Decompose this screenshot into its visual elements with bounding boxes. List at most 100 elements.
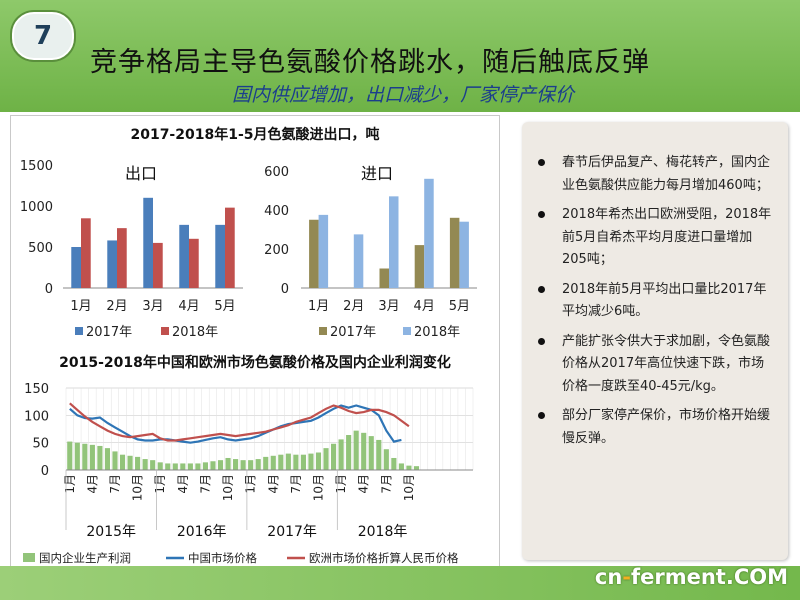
slide-number: 7 bbox=[33, 21, 53, 51]
chart1-bar bbox=[117, 228, 127, 288]
chart3-legend-label: 国内企业生产利润 bbox=[39, 551, 131, 565]
chart3-profit-bar bbox=[293, 454, 299, 470]
chart3-month-label: 4月 bbox=[357, 474, 371, 494]
chart2-bar bbox=[449, 217, 460, 288]
chart3-profit-bar bbox=[217, 460, 224, 470]
slide-subtitle: 国内供应增加，出口减少，厂家停产保价 bbox=[232, 84, 575, 106]
chart1-annotation: 出口 bbox=[125, 164, 157, 183]
chart3-legend-swatch bbox=[23, 553, 35, 562]
brand-part: cn bbox=[594, 565, 623, 589]
chart3-month-label: 1月 bbox=[153, 474, 167, 494]
chart1-title: 2017-2018年1-5月色氨酸进出口，吨 bbox=[130, 127, 380, 143]
chart2-legend-label: 2017年 bbox=[330, 325, 376, 340]
bullet-dot-icon bbox=[538, 285, 545, 293]
chart1-legend-swatch bbox=[75, 327, 83, 335]
chart-panel: 2017-2018年1-5月色氨酸进出口，吨 2015-2018年中国和欧洲市场… bbox=[10, 115, 500, 582]
chart1-bar bbox=[143, 197, 153, 288]
bullet-text: 2018年前5月平均出口量比2017年平均减少6吨。 bbox=[562, 281, 767, 320]
chart3-profit-bar bbox=[361, 432, 367, 470]
chart1-legend-swatch bbox=[161, 327, 169, 335]
chart2-legend-swatch bbox=[319, 327, 327, 335]
chart3-profit-bar bbox=[119, 454, 126, 470]
chart1-bar bbox=[153, 242, 163, 288]
chart3-month-label: 4月 bbox=[266, 474, 280, 494]
chart3-profit-bar bbox=[376, 439, 382, 470]
chart3-profit-bar bbox=[82, 443, 88, 470]
chart3-ytick-label: 50 bbox=[32, 437, 49, 452]
chart2-category-label: 1月 bbox=[308, 299, 329, 314]
chart3-profit-bar bbox=[67, 441, 73, 470]
chart2-bar bbox=[379, 268, 389, 288]
header-bar bbox=[0, 0, 800, 112]
chart3-year-label: 2015年 bbox=[86, 524, 136, 540]
chart2-bar bbox=[318, 214, 329, 288]
chart1-legend-label: 2017年 bbox=[86, 325, 132, 340]
chart3-profit-bar bbox=[97, 445, 103, 470]
chart3-profit-bar bbox=[323, 448, 329, 470]
chart1-bar bbox=[71, 247, 81, 288]
chart3-profit-bar bbox=[413, 466, 420, 470]
chart1-bar bbox=[179, 224, 189, 288]
chart3-profit-bar bbox=[406, 465, 412, 470]
chart3-profit-bar bbox=[315, 452, 322, 470]
chart3-profit-bar bbox=[391, 457, 397, 470]
chart3-month-label: 10月 bbox=[131, 474, 145, 501]
chart1-ytick-label: 1500 bbox=[20, 159, 53, 174]
chart2-annotation: 进口 bbox=[361, 164, 393, 183]
chart3-profit-bar bbox=[353, 430, 359, 470]
chart3-month-label: 4月 bbox=[85, 474, 99, 494]
chart3-profit-bar bbox=[89, 444, 95, 470]
chart3-profit-bar bbox=[248, 460, 254, 470]
chart2-ytick-label: 200 bbox=[264, 243, 289, 258]
bullet-item: 部分厂家停产保价，市场价格开始缓慢反弹。 bbox=[536, 405, 776, 450]
chart3-profit-bar bbox=[142, 459, 148, 470]
chart3-profit-bar bbox=[202, 462, 209, 470]
chart2-category-label: 3月 bbox=[378, 299, 399, 314]
slide-number-badge: 7 bbox=[12, 12, 74, 60]
chart3-profit-bar bbox=[270, 455, 276, 470]
footer-bar bbox=[0, 566, 800, 600]
chart3-month-label: 4月 bbox=[176, 474, 190, 494]
bullet-dot-icon bbox=[538, 337, 545, 345]
chart3-profit-bar bbox=[112, 451, 118, 470]
chart3-profit-bar bbox=[225, 457, 231, 470]
chart3-profit-bar bbox=[240, 460, 246, 470]
chart3-profit-bar bbox=[135, 456, 141, 470]
chart3-profit-bar bbox=[172, 463, 178, 470]
chart3-profit-bar bbox=[74, 442, 80, 470]
chart1-bar bbox=[107, 240, 117, 288]
chart3-month-label: 7月 bbox=[289, 474, 303, 494]
chart3-profit-bar bbox=[368, 436, 374, 470]
chart2-ytick-label: 600 bbox=[264, 165, 289, 180]
bullet-dot-icon bbox=[538, 211, 545, 218]
chart2-bar bbox=[424, 178, 434, 288]
chart3-month-label: 7月 bbox=[198, 474, 212, 494]
bullet-text: 产能扩张令供大于求加剧，令色氨酸价格从2017年高位快速下跌，市场价格一度跌至4… bbox=[562, 333, 771, 394]
chart1-ytick-label: 500 bbox=[28, 241, 53, 256]
chart3-profit-bar bbox=[233, 459, 239, 470]
chart3-month-label: 7月 bbox=[379, 474, 393, 494]
chart3-ytick-label: 150 bbox=[24, 382, 49, 397]
chart1-bar bbox=[189, 238, 199, 288]
chart3-profit-bar bbox=[210, 461, 216, 470]
bullet-list: 春节后伊品复产、梅花转产，国内企业色氨酸供应能力每月增加460吨； 2018年希… bbox=[522, 122, 788, 450]
chart1-category-label: 2月 bbox=[106, 299, 127, 314]
chart3-profit-bar bbox=[346, 435, 352, 470]
chart3-profit-bar bbox=[187, 463, 193, 470]
chart1-bar bbox=[215, 224, 225, 288]
chart2-legend-label: 2018年 bbox=[414, 325, 460, 340]
bullet-item: 2018年希杰出口欧洲受阻，2018年前5月自希杰平均月度进口量增加205吨； bbox=[536, 204, 776, 272]
chart2-category-label: 5月 bbox=[449, 299, 470, 314]
chart3-profit-bar bbox=[104, 448, 111, 470]
chart3-profit-bar bbox=[338, 439, 344, 470]
chart3-profit-bar bbox=[300, 454, 306, 470]
chart3-series-line bbox=[69, 402, 410, 442]
bullet-text: 2018年希杰出口欧洲受阻，2018年前5月自希杰平均月度进口量增加205吨； bbox=[562, 207, 772, 267]
chart2-bar bbox=[309, 219, 319, 288]
brand-logo: cn-ferment.COM bbox=[595, 565, 788, 589]
bullet-item: 春节后伊品复产、梅花转产，国内企业色氨酸供应能力每月增加460吨； bbox=[536, 152, 776, 197]
chart3-profit-bar bbox=[330, 443, 337, 470]
chart2-bar bbox=[353, 234, 364, 288]
slide-title: 竞争格局主导色氨酸价格跳水，随后触底反弹 bbox=[90, 47, 650, 78]
chart1-legend-label: 2018年 bbox=[172, 325, 218, 340]
